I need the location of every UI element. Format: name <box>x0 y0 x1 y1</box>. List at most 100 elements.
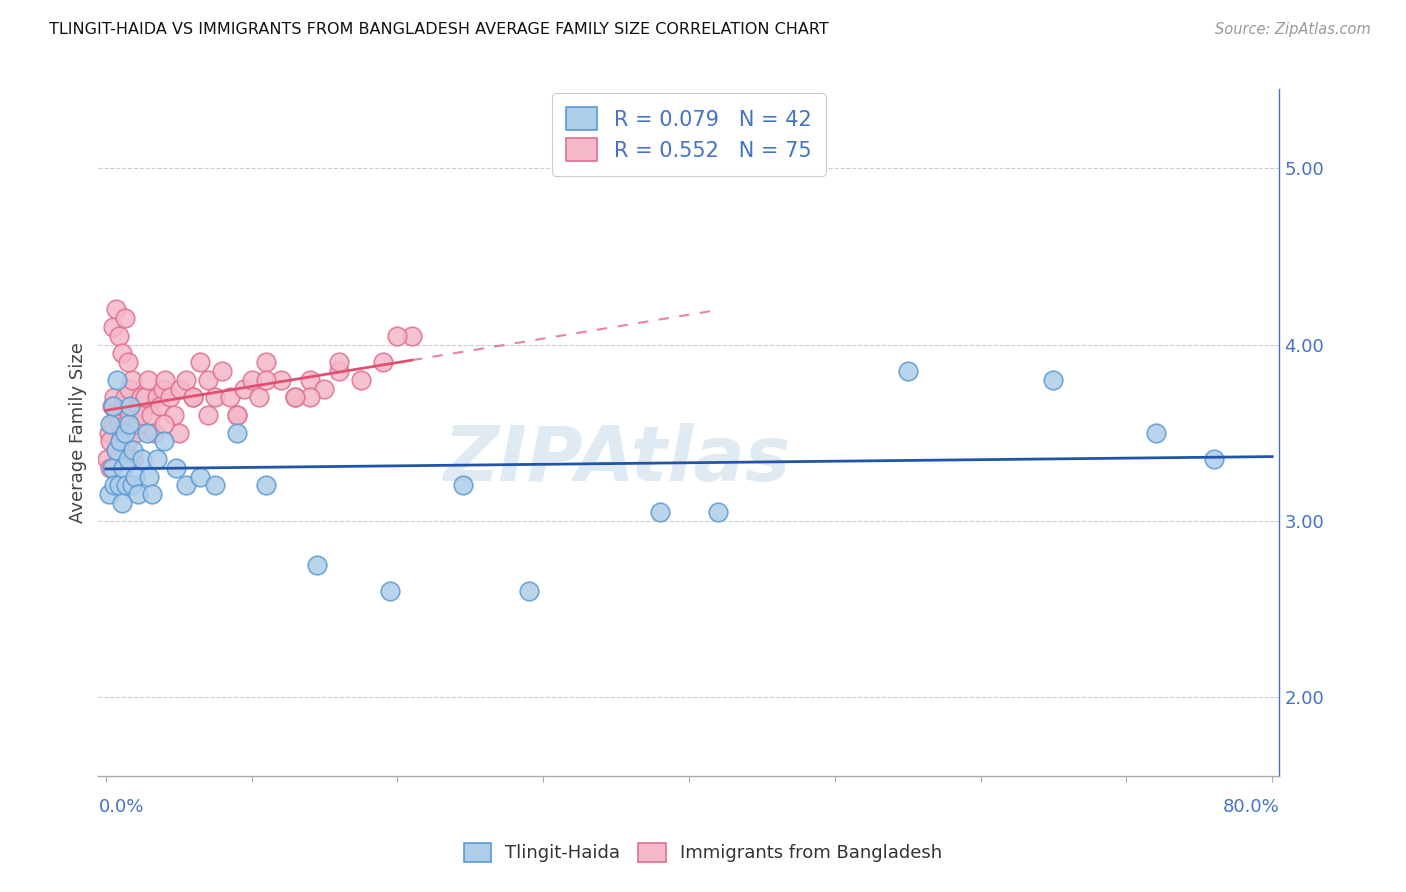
Point <box>98 417 121 431</box>
Point <box>254 373 277 387</box>
Point <box>118 382 141 396</box>
Point <box>108 417 131 431</box>
Point <box>127 487 149 501</box>
Point <box>105 373 128 387</box>
Point <box>197 373 219 387</box>
Point <box>181 391 204 405</box>
Point <box>314 382 336 396</box>
Point <box>129 391 152 405</box>
Point <box>328 355 350 369</box>
Point <box>190 355 212 369</box>
Point <box>138 469 160 483</box>
Point <box>111 425 134 440</box>
Point <box>103 478 125 492</box>
Point <box>174 373 197 387</box>
Point <box>240 373 263 387</box>
Text: 80.0%: 80.0% <box>1223 798 1279 816</box>
Point <box>139 408 162 422</box>
Point <box>298 391 321 405</box>
Y-axis label: Average Family Size: Average Family Size <box>69 343 87 523</box>
Point <box>378 584 401 599</box>
Point <box>307 558 329 572</box>
Point <box>401 328 423 343</box>
Point <box>204 391 226 405</box>
Text: TLINGIT-HAIDA VS IMMIGRANTS FROM BANGLADESH AVERAGE FAMILY SIZE CORRELATION CHAR: TLINGIT-HAIDA VS IMMIGRANTS FROM BANGLAD… <box>49 22 830 37</box>
Point <box>897 364 920 378</box>
Point <box>128 399 150 413</box>
Point <box>204 478 226 492</box>
Text: Source: ZipAtlas.com: Source: ZipAtlas.com <box>1215 22 1371 37</box>
Legend: Tlingit-Haida, Immigrants from Bangladesh: Tlingit-Haida, Immigrants from Banglades… <box>457 836 949 870</box>
Point <box>517 584 540 599</box>
Point <box>101 399 124 413</box>
Point <box>112 399 135 413</box>
Point <box>1042 373 1064 387</box>
Point <box>1202 452 1225 467</box>
Point <box>118 417 141 431</box>
Point <box>1144 425 1167 440</box>
Point <box>114 391 136 405</box>
Point <box>110 434 132 449</box>
Point <box>451 478 474 492</box>
Point <box>117 355 139 369</box>
Point <box>120 399 142 413</box>
Point <box>115 417 138 431</box>
Point <box>115 478 138 492</box>
Point <box>152 382 174 396</box>
Point <box>124 469 146 483</box>
Point <box>141 487 163 501</box>
Point <box>284 391 307 405</box>
Text: 0.0%: 0.0% <box>98 798 143 816</box>
Point <box>122 452 145 467</box>
Point <box>114 311 136 326</box>
Point <box>112 460 135 475</box>
Point <box>181 391 204 405</box>
Point <box>124 425 146 440</box>
Point <box>153 417 176 431</box>
Point <box>270 373 292 387</box>
Point <box>111 496 134 510</box>
Point <box>159 391 181 405</box>
Point <box>197 408 219 422</box>
Point <box>165 460 187 475</box>
Point <box>145 452 167 467</box>
Legend: R = 0.079   N = 42, R = 0.552   N = 75: R = 0.079 N = 42, R = 0.552 N = 75 <box>551 93 827 176</box>
Point <box>247 391 270 405</box>
Point <box>98 460 121 475</box>
Point <box>163 408 186 422</box>
Point <box>350 373 373 387</box>
Point <box>117 434 139 449</box>
Point <box>121 478 143 492</box>
Point <box>707 505 730 519</box>
Point <box>149 399 172 413</box>
Point <box>101 417 124 431</box>
Point <box>190 469 212 483</box>
Point <box>125 408 148 422</box>
Point <box>117 452 139 467</box>
Point <box>121 373 143 387</box>
Point <box>254 355 277 369</box>
Point <box>153 434 176 449</box>
Point <box>371 355 394 369</box>
Point <box>328 364 350 378</box>
Point <box>104 443 127 458</box>
Point <box>100 460 122 475</box>
Point <box>167 425 190 440</box>
Point <box>120 408 142 422</box>
Point <box>155 373 177 387</box>
Point <box>131 452 153 467</box>
Point <box>127 417 149 431</box>
Point <box>97 487 120 501</box>
Point <box>142 425 165 440</box>
Point <box>100 399 122 413</box>
Point <box>108 478 131 492</box>
Point <box>226 408 249 422</box>
Point <box>110 434 132 449</box>
Point <box>254 478 277 492</box>
Point <box>134 391 156 405</box>
Point <box>101 320 124 334</box>
Point <box>104 302 127 317</box>
Point <box>284 391 307 405</box>
Point <box>387 328 409 343</box>
Point <box>104 443 127 458</box>
